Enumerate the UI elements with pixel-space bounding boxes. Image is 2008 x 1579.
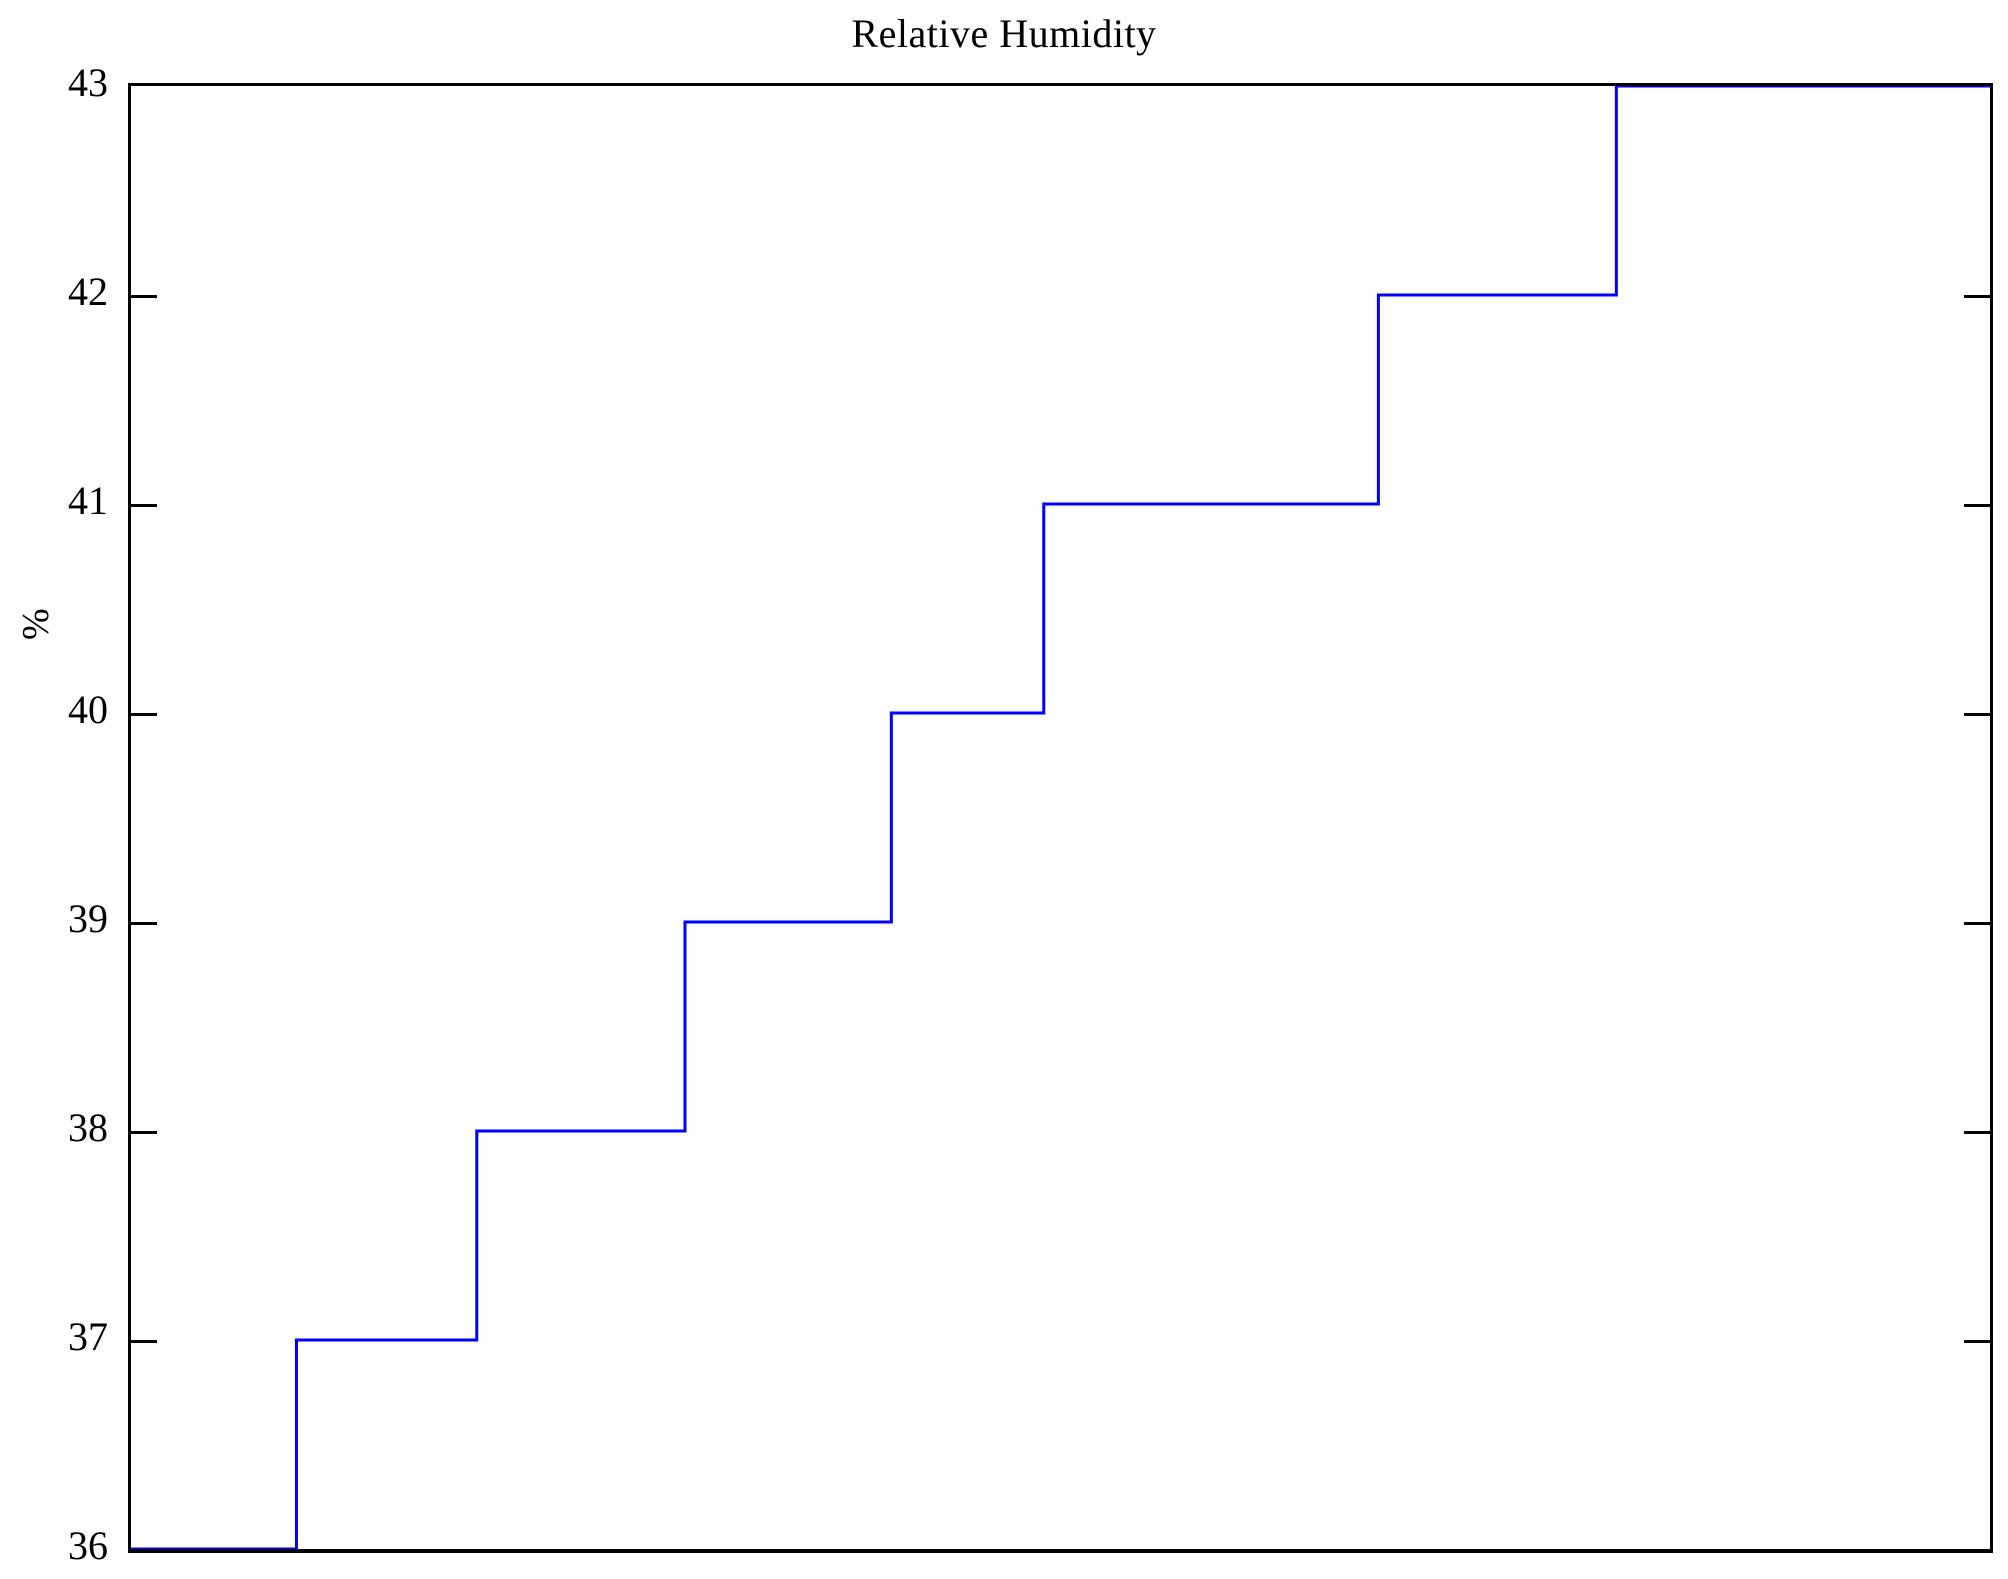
y-tick-mark-right-40 <box>1964 713 1990 716</box>
y-tick-label-42: 42 <box>68 269 108 314</box>
y-tick-label-38: 38 <box>68 1105 108 1150</box>
y-tick-mark-left-40 <box>131 713 157 716</box>
y-tick-mark-right-37 <box>1964 1340 1990 1343</box>
y-tick-label-36: 36 <box>68 1523 108 1568</box>
y-tick-label-37: 37 <box>68 1314 108 1359</box>
y-tick-mark-left-39 <box>131 922 157 925</box>
plot-inner <box>131 86 1990 1549</box>
page-title: Relative Humidity <box>851 11 1157 56</box>
y-tick-mark-left-42 <box>131 295 157 298</box>
y-tick-label-43: 43 <box>68 60 108 105</box>
y-tick-label-39: 39 <box>68 896 108 941</box>
y-tick-mark-left-41 <box>131 504 157 507</box>
y-tick-mark-right-39 <box>1964 922 1990 925</box>
y-tick-label-40: 40 <box>68 687 108 732</box>
y-tick-mark-right-41 <box>1964 504 1990 507</box>
y-tick-mark-right-38 <box>1964 1131 1990 1134</box>
y-tick-mark-left-37 <box>131 1340 157 1343</box>
step-line-series <box>131 86 1990 1549</box>
y-tick-mark-left-38 <box>131 1131 157 1134</box>
y-axis-tick-labels: 43 42 41 40 39 38 37 36 <box>0 0 128 1579</box>
axis-tick-marks <box>131 86 1990 1549</box>
plot-area <box>128 83 1993 1553</box>
y-tick-label-41: 41 <box>68 478 108 523</box>
y-tick-mark-right-42 <box>1964 295 1990 298</box>
